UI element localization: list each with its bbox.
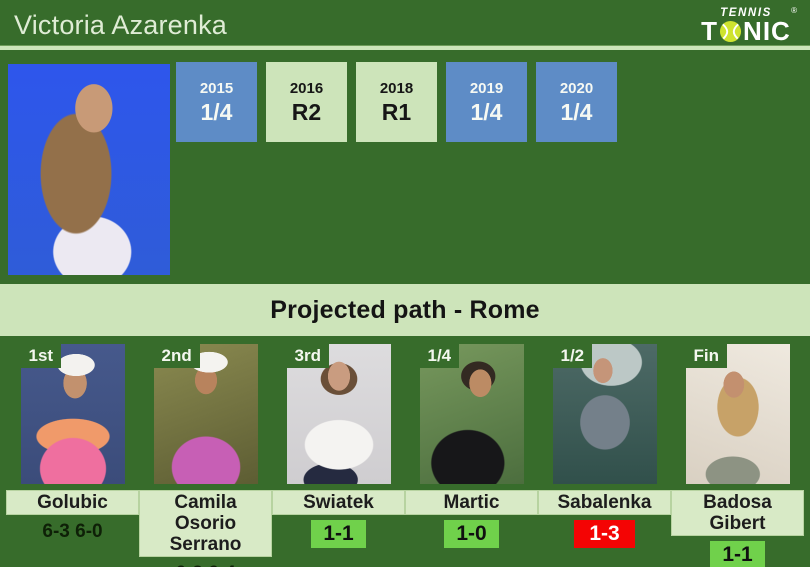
opponent-name: Camila Osorio Serrano [169, 492, 242, 555]
name-plate: Sabalenka [538, 490, 671, 515]
year-label: 2018 [379, 79, 414, 97]
logo-letter-t: T [701, 16, 719, 46]
opponent-name: Badosa Gibert [703, 492, 772, 534]
opponent-name: Sabalenka [557, 492, 652, 513]
opponent-photo: Fin [685, 344, 790, 484]
result-label: 1/4 [470, 98, 503, 125]
opponent-card-martic: 1/4 Martic 1-0 [405, 344, 538, 567]
opponent-card-sabalenka: 1/2 Sabalenka 1-3 [538, 344, 671, 567]
opponent-name: Golubic [37, 492, 108, 513]
opponent-photo: 1/2 [552, 344, 657, 484]
result-label: R1 [381, 98, 412, 125]
round-badge: Fin [685, 344, 727, 368]
name-plate: Golubic [6, 490, 139, 515]
year-label: 2016 [289, 79, 324, 97]
year-label: 2020 [559, 79, 594, 97]
player-photo-azarenka [8, 64, 170, 275]
name-plate: Camila Osorio Serrano [139, 490, 272, 557]
score-text: 6-3 6-0 [42, 521, 103, 542]
opponent-photo: 1st [20, 344, 125, 484]
result-label: 1/4 [200, 98, 233, 125]
h2h-badge: 1-1 [710, 541, 765, 567]
year-label: 2019 [469, 79, 504, 97]
h2h-badge: 1-0 [444, 520, 499, 548]
round-badge: 3rd [286, 344, 329, 368]
opponent-card-golubic: 1st Golubic 6-3 6-0 [6, 344, 139, 567]
result-box-2019: 2019 1/4 [446, 62, 527, 142]
round-badge: 1/2 [552, 344, 593, 368]
round-badge: 1/4 [419, 344, 460, 368]
result-box-2020: 2020 1/4 [536, 62, 617, 142]
name-plate: Badosa Gibert [671, 490, 804, 536]
result-box-2016: 2016 R2 [266, 62, 347, 142]
name-plate: Martic [405, 490, 538, 515]
opponent-card-osorio: 2nd Camila Osorio Serrano 6-2 6-4 [139, 344, 272, 567]
opponent-photo: 2nd [153, 344, 258, 484]
h2h-badge: 1-1 [311, 520, 366, 548]
opponent-card-swiatek: 3rd Swiatek 1-1 [272, 344, 405, 567]
projected-path-band: Projected path - Rome [0, 284, 810, 336]
result-box-2015: 2015 1/4 [176, 62, 257, 142]
opponent-name: Martic [443, 492, 500, 513]
result-label: R2 [291, 98, 322, 125]
year-label: 2015 [199, 79, 234, 97]
opponent-photo: 3rd [286, 344, 391, 484]
logo-word-tonic: T NIC [695, 16, 797, 46]
score-text: 6-2 6-4 [175, 563, 235, 567]
opponent-card-badosa: Fin Badosa Gibert 1-1 [671, 344, 804, 567]
registered-mark: ® [791, 6, 797, 15]
result-box-2018: 2018 R1 [356, 62, 437, 142]
opponent-photo: 1/4 [419, 344, 524, 484]
opponent-name: Swiatek [303, 492, 374, 513]
round-badge: 1st [20, 344, 62, 368]
result-label: 1/4 [560, 98, 593, 125]
tennis-tonic-logo: TENNIS ® T NIC [695, 6, 797, 46]
past-results-row: 2015 1/4 2016 R2 2018 R1 2019 1/4 2020 1… [176, 62, 617, 142]
projected-path-heading: Projected path - Rome [270, 295, 540, 324]
round-badge: 2nd [153, 344, 200, 368]
logo-letters-nic: NIC [743, 16, 791, 46]
h2h-badge: 1-3 [574, 520, 635, 548]
logo-word-tennis: TENNIS [720, 7, 772, 19]
title-divider [0, 45, 810, 50]
name-plate: Swiatek [272, 490, 405, 515]
page-title: Victoria Azarenka [14, 10, 228, 40]
opponents-row: 1st Golubic 6-3 6-0 2nd Camila Osorio Se… [0, 344, 810, 567]
tennis-ball-icon [720, 20, 742, 43]
